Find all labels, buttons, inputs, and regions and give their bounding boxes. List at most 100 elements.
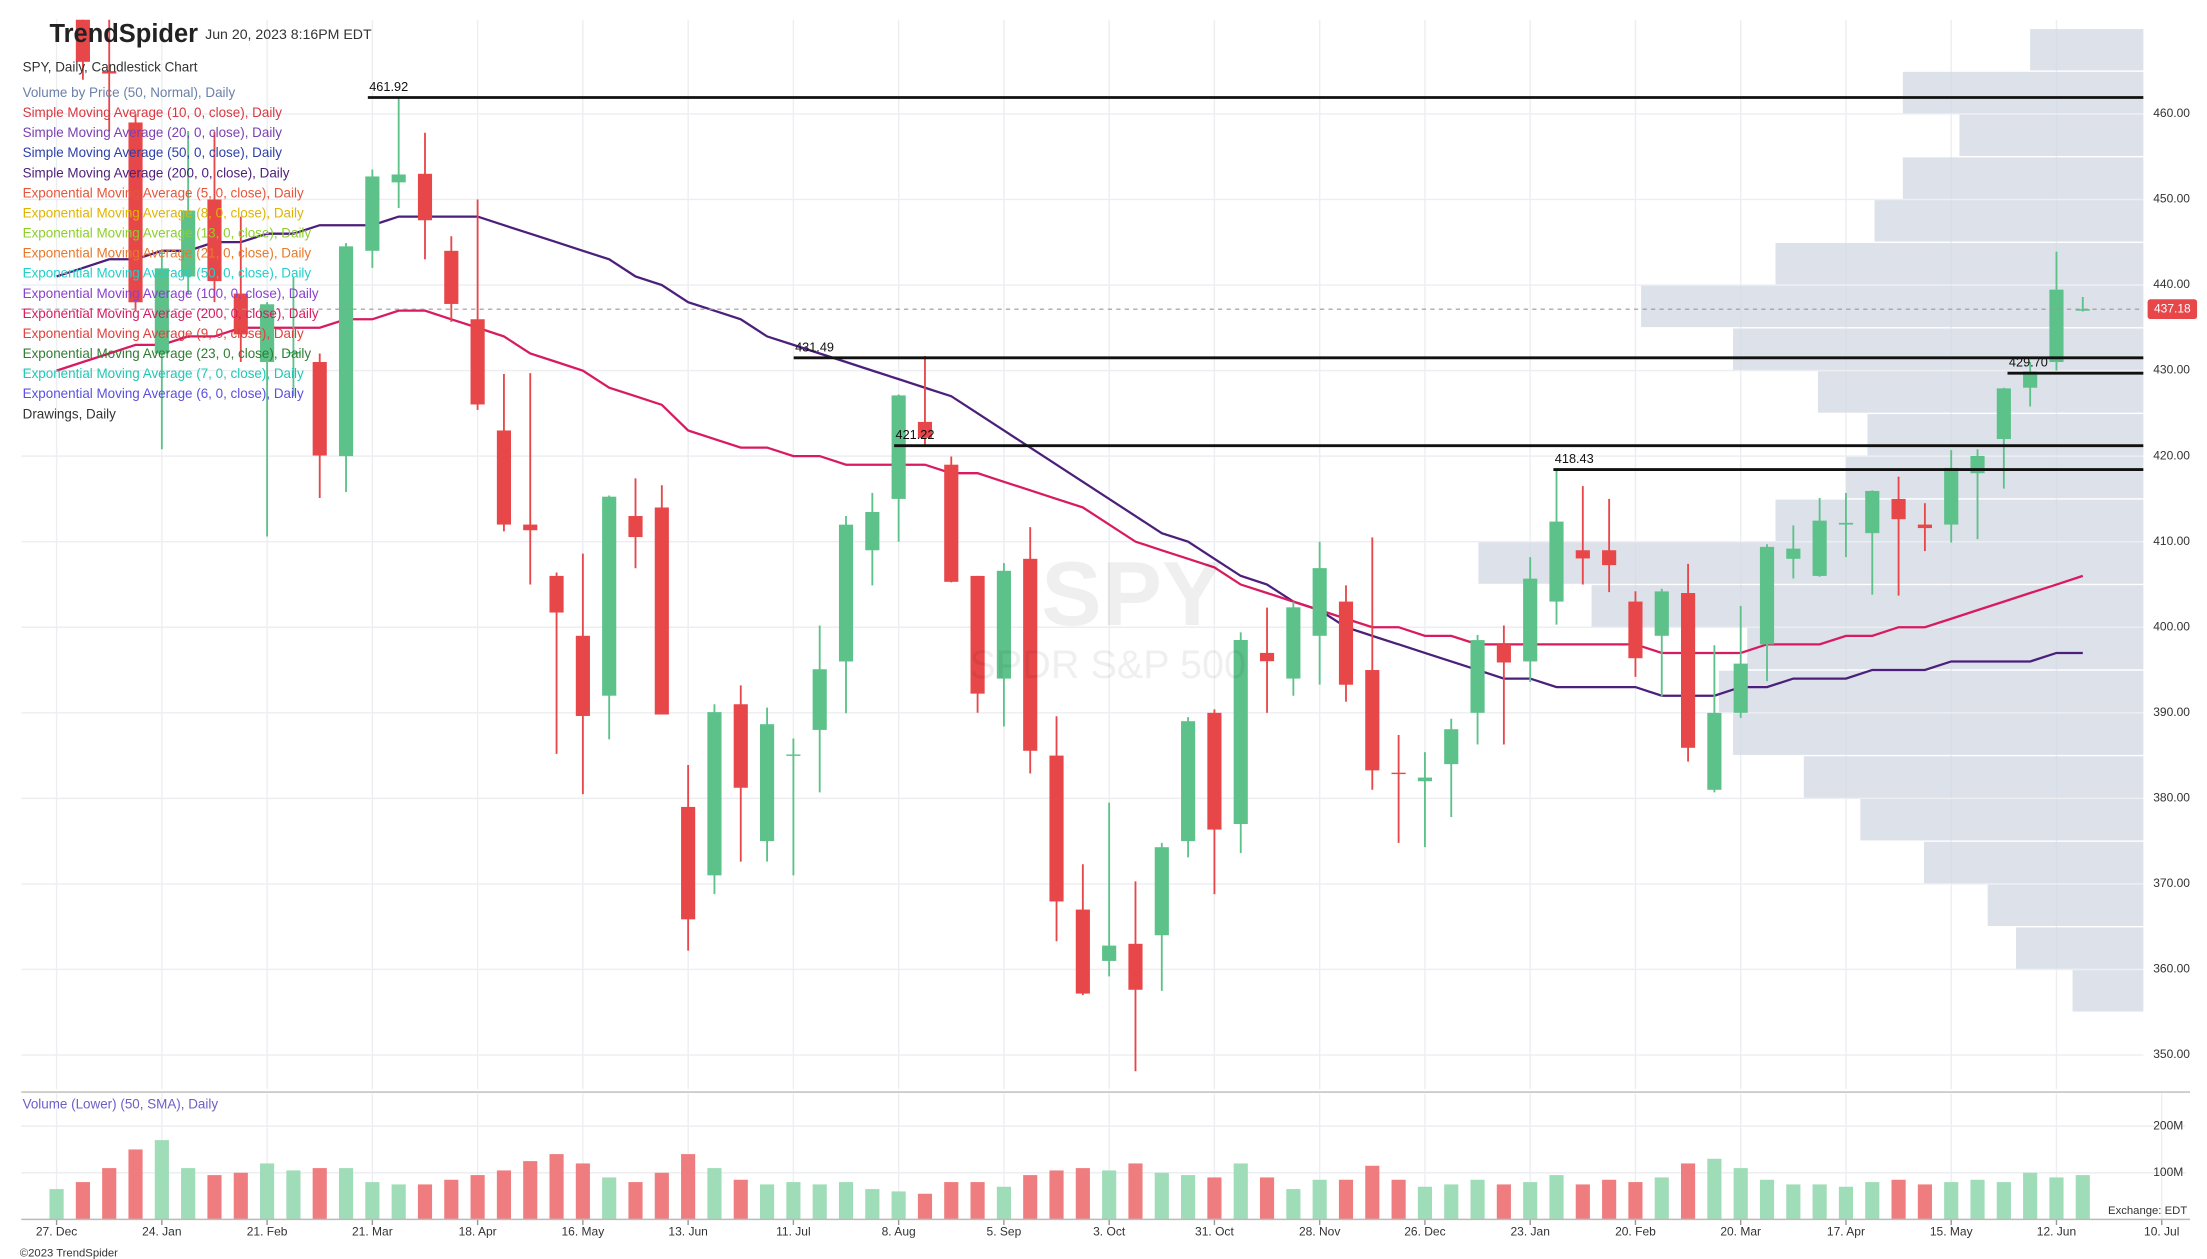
volume-bar xyxy=(286,1170,301,1220)
legend-entry: Exponential Moving Average (6, 0, close)… xyxy=(23,386,304,401)
volume-bar xyxy=(1759,1179,1775,1220)
exchange: Exchange: EDT xyxy=(2108,1205,2187,1217)
watermark-subtitle: SPDR S&P 500 xyxy=(969,643,1246,687)
candle-body xyxy=(1338,601,1354,685)
volume-bar xyxy=(1286,1189,1301,1220)
legend-entry: Volume by Price (50, Normal), Daily xyxy=(23,85,236,100)
volume-bar xyxy=(417,1184,433,1220)
volume-profile-bar xyxy=(1733,328,2144,370)
volume-bar xyxy=(733,1179,748,1220)
volume-bar xyxy=(154,1140,169,1220)
volume-bar xyxy=(1733,1168,1748,1220)
volume-bar xyxy=(1312,1179,1327,1220)
legend-entry: Exponential Moving Average (5, 0, close)… xyxy=(23,185,304,200)
candle-body xyxy=(628,516,643,538)
volume-tick-label: 100M xyxy=(2153,1165,2183,1179)
legend-entry: Simple Moving Average (20, 0, close), Da… xyxy=(23,125,283,140)
x-tick-label: 16. May xyxy=(561,1224,604,1238)
candle-body xyxy=(1023,558,1038,751)
legend-entry: Exponential Moving Average (200, 0, clos… xyxy=(23,306,319,321)
volume-bar xyxy=(49,1189,64,1220)
volume-bar xyxy=(1891,1179,1906,1220)
volume-bar xyxy=(1391,1179,1406,1220)
legend-entry: Exponential Moving Average (7, 0, close)… xyxy=(23,366,304,381)
y-tick-label: 450.00 xyxy=(2153,192,2190,206)
candle-body xyxy=(1181,721,1196,842)
candle-body xyxy=(1838,522,1854,525)
volume-bar xyxy=(1365,1165,1380,1220)
volume-bar xyxy=(838,1182,854,1220)
candle-body xyxy=(181,210,196,277)
candle-body xyxy=(707,712,722,876)
candle-body xyxy=(812,669,827,730)
volume-bar xyxy=(260,1163,275,1220)
x-tick-label: 5. Sep xyxy=(987,1224,1022,1238)
volume-profile-bar xyxy=(1867,414,2144,456)
volume-bar xyxy=(391,1184,406,1220)
volume-bar xyxy=(75,1182,90,1220)
volume-bar xyxy=(1786,1184,1801,1220)
candle-body xyxy=(75,19,90,62)
y-tick-label: 360.00 xyxy=(2153,962,2190,976)
y-tick-label: 430.00 xyxy=(2153,363,2190,377)
volume-profile-bar xyxy=(1478,542,2144,584)
volume-bar xyxy=(1680,1163,1696,1220)
y-tick-label: 460.00 xyxy=(2153,106,2190,120)
volume-bar xyxy=(1075,1168,1090,1220)
candle-body xyxy=(1207,712,1222,830)
volume-bar xyxy=(312,1168,327,1220)
volume-bar xyxy=(128,1149,143,1220)
x-tick-label: 31. Oct xyxy=(1195,1224,1234,1238)
candle-body xyxy=(733,704,748,788)
candle-body xyxy=(786,754,801,756)
x-tick-label: 3. Oct xyxy=(1093,1224,1126,1238)
watermark: SPY xyxy=(1041,544,1222,645)
candle-body xyxy=(154,268,169,354)
candle-body xyxy=(444,250,459,304)
volume-bar xyxy=(496,1170,512,1220)
candle-body xyxy=(1917,524,1932,529)
candle-body xyxy=(654,507,669,715)
volume-profile-bar xyxy=(1860,799,2144,841)
candle-body xyxy=(1759,546,1775,645)
volume-profile-bar xyxy=(1902,71,2144,114)
candle-body xyxy=(260,304,275,363)
chart-title: SPY, Daily, Candlestick Chart xyxy=(23,59,198,74)
y-tick-label: 380.00 xyxy=(2153,791,2190,805)
last-price-tag xyxy=(2147,299,2198,320)
volume-profile-bar xyxy=(2072,970,2144,1012)
x-tick-label: 20. Mar xyxy=(1720,1224,1761,1238)
volume-bar xyxy=(444,1179,459,1220)
candle-body xyxy=(1154,847,1169,936)
candle-body xyxy=(391,174,406,183)
candle-body xyxy=(233,293,248,335)
candle-body xyxy=(470,319,485,405)
legend-entry: Simple Moving Average (10, 0, close), Da… xyxy=(23,105,283,120)
level-label: 461.92 xyxy=(369,79,408,94)
volume-bar xyxy=(1102,1170,1117,1220)
candle-body xyxy=(1391,772,1406,775)
x-tick-label: 18. Apr xyxy=(459,1224,497,1238)
volume-bar xyxy=(181,1168,196,1220)
candle-body xyxy=(102,71,117,74)
candle-body xyxy=(2049,289,2064,363)
volume-bar xyxy=(891,1191,906,1220)
volume-bar xyxy=(2049,1177,2064,1220)
candle-body xyxy=(1944,467,1959,525)
candle-body xyxy=(1102,945,1117,961)
volume-bar xyxy=(1049,1170,1064,1220)
level-label: 418.43 xyxy=(1555,451,1594,466)
y-tick-label: 400.00 xyxy=(2153,619,2190,633)
candle-body xyxy=(417,173,433,221)
candle-body xyxy=(1602,550,1617,566)
volume-bar xyxy=(1444,1184,1459,1220)
volume-bar xyxy=(338,1168,354,1220)
volume-bar xyxy=(523,1161,538,1220)
volume-bar xyxy=(681,1154,696,1220)
candle-body xyxy=(1733,663,1748,713)
candle-body xyxy=(1891,498,1906,520)
volume-bar xyxy=(1575,1184,1590,1220)
volume-profile-bar xyxy=(1775,242,2144,285)
